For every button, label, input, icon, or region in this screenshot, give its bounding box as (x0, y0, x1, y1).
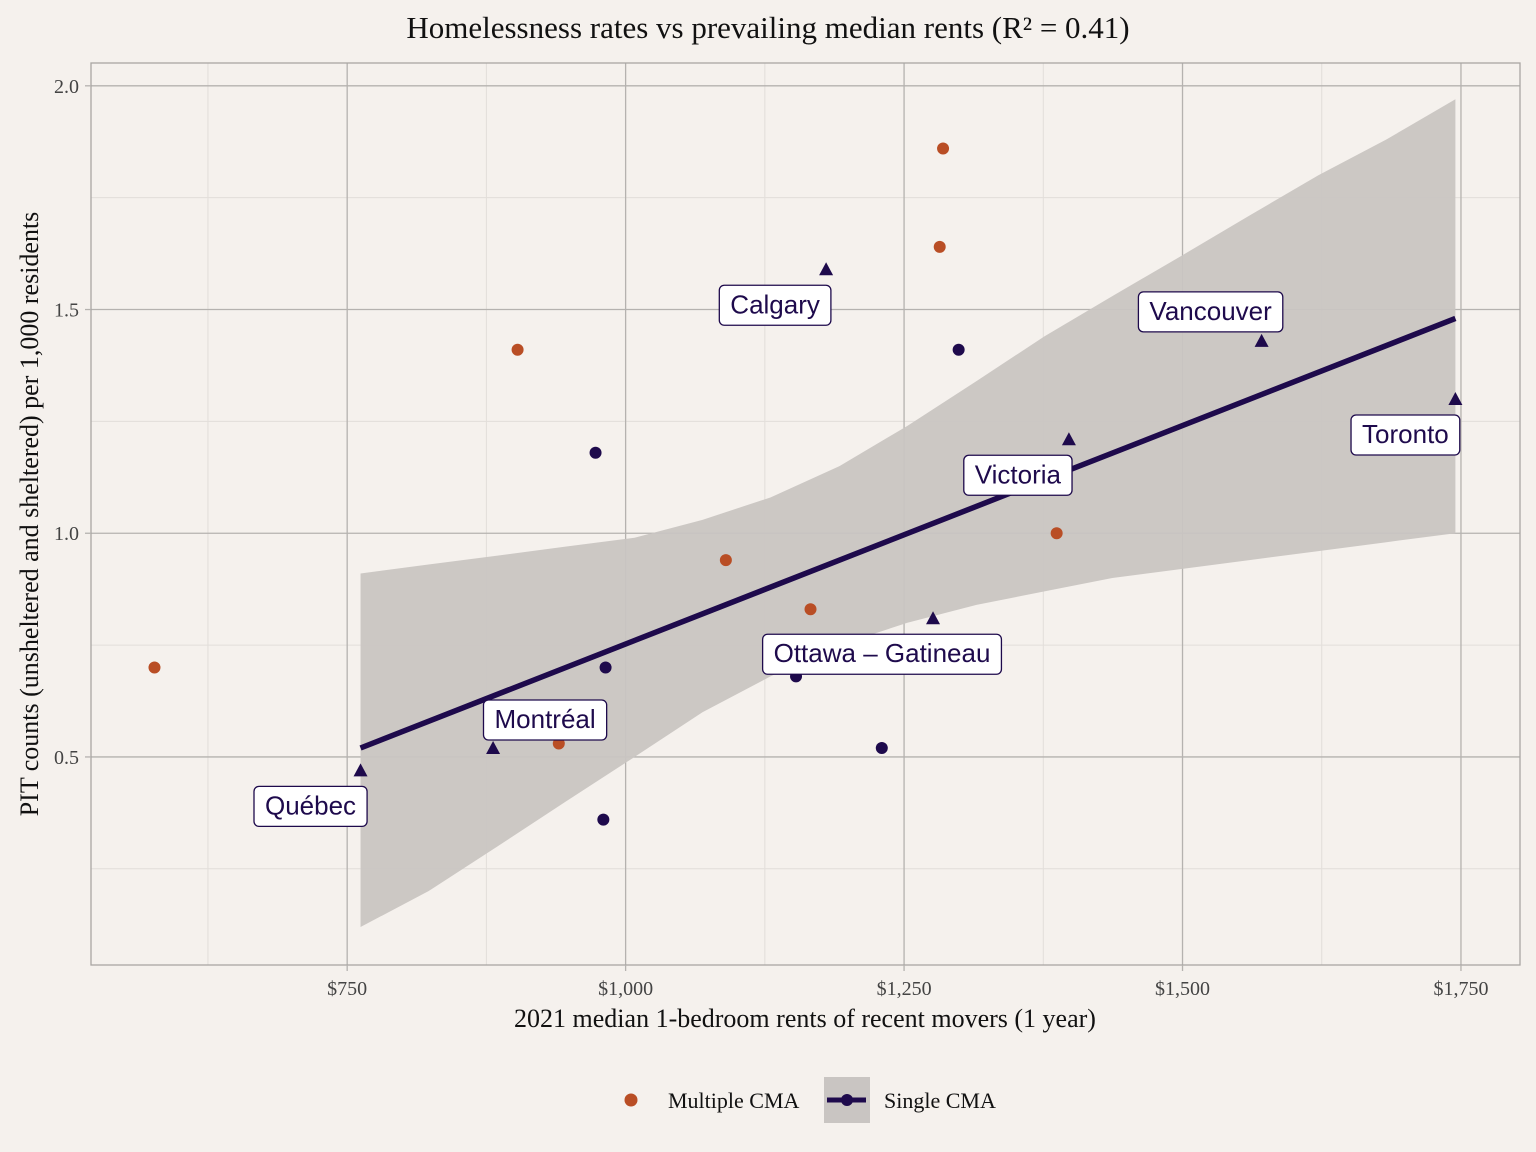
multiple-cma-point (1050, 527, 1063, 540)
regression-fit-line (359, 315, 1457, 751)
legend-multiple-cma-marker (624, 1093, 638, 1107)
point-label-box (253, 785, 368, 828)
chart-title: Homelessness rates vs prevailing median … (406, 10, 1129, 45)
point-label-text: Montréal (495, 704, 596, 734)
point-label-text: Toronto (1362, 419, 1449, 449)
multiple-cma-point (933, 240, 946, 253)
multiple-cma-point (719, 554, 732, 567)
point-label: Calgary (718, 284, 832, 326)
legend-single-cma-label: Single CMA (884, 1088, 996, 1113)
triangle-point-vancouver (1254, 333, 1269, 347)
triangle-point-calgary (819, 262, 834, 276)
y-tick-label: 2.0 (54, 76, 79, 98)
multiple-cma-point (511, 343, 524, 356)
x-axis-label: 2021 median 1-bedroom rents of recent mo… (514, 1004, 1096, 1033)
x-axis-ticks: $750 $1,000 $1,250 $1,500 $1,750 (327, 965, 1488, 1000)
x-tick-label: $750 (327, 978, 367, 1000)
triangle-point-montr-al (486, 741, 501, 755)
x-tick-label: $1,000 (598, 978, 653, 1000)
single-cma-point (875, 742, 888, 755)
point-label-box (761, 633, 1003, 675)
y-axis-label: PIT counts (unsheltered and sheltered) p… (15, 212, 44, 817)
triangle-point-ottawa-gatineau (926, 611, 941, 625)
legend-multiple-cma-label: Multiple CMA (668, 1088, 800, 1113)
point-label: Victoria (963, 454, 1073, 496)
fit-line-layer (359, 315, 1457, 751)
point-label-text: Victoria (975, 459, 1062, 489)
point-label-text: Vancouver (1149, 296, 1272, 326)
point-label-box (1350, 414, 1461, 456)
point-label: Ottawa – Gatineau (761, 633, 1003, 675)
point-label: Montréal (482, 699, 608, 741)
plot-panel: Québec Montréal Calgary Ottawa – Gatineau Vi… (90, 62, 1521, 966)
multiple-cma-point (804, 603, 817, 616)
x-tick-label: $1,250 (877, 978, 932, 1000)
point-label-box (482, 699, 608, 741)
triangle-point-victoria (1061, 432, 1076, 446)
point-label-text: Ottawa – Gatineau (774, 638, 991, 668)
panel-border (90, 62, 1521, 966)
x-tick-label: $1,750 (1433, 978, 1488, 1000)
point-label: Québec (253, 785, 368, 828)
legend-single-cma-marker (841, 1094, 853, 1106)
triangle-point-qu-bec (353, 763, 368, 777)
point-label-box (1137, 291, 1284, 333)
point-label-text: Calgary (730, 289, 820, 319)
point-label-box (963, 454, 1073, 496)
x-tick-label: $1,500 (1155, 978, 1210, 1000)
multiple-cma-point (937, 142, 950, 155)
single-cma-point (599, 661, 612, 674)
single-cma-point (589, 446, 602, 459)
single-cma-point (952, 343, 965, 356)
multiple-cma-point (148, 661, 161, 674)
single-cma-point (597, 813, 610, 826)
point-label-box (718, 284, 832, 326)
point-label: Toronto (1350, 414, 1461, 456)
point-label: Vancouver (1137, 291, 1284, 333)
point-labels-layer: Québec Montréal Calgary Ottawa – Gatineau Vi… (253, 284, 1461, 828)
legend: Multiple CMA Single CMA (624, 1077, 996, 1123)
y-tick-label: 1.5 (54, 300, 79, 322)
y-tick-label: 0.5 (54, 747, 79, 769)
triangle-point-toronto (1448, 392, 1463, 406)
y-axis-ticks: 0.5 1.0 1.5 2.0 (54, 76, 91, 769)
point-label-text: Québec (265, 790, 356, 820)
y-tick-label: 1.0 (54, 523, 79, 545)
